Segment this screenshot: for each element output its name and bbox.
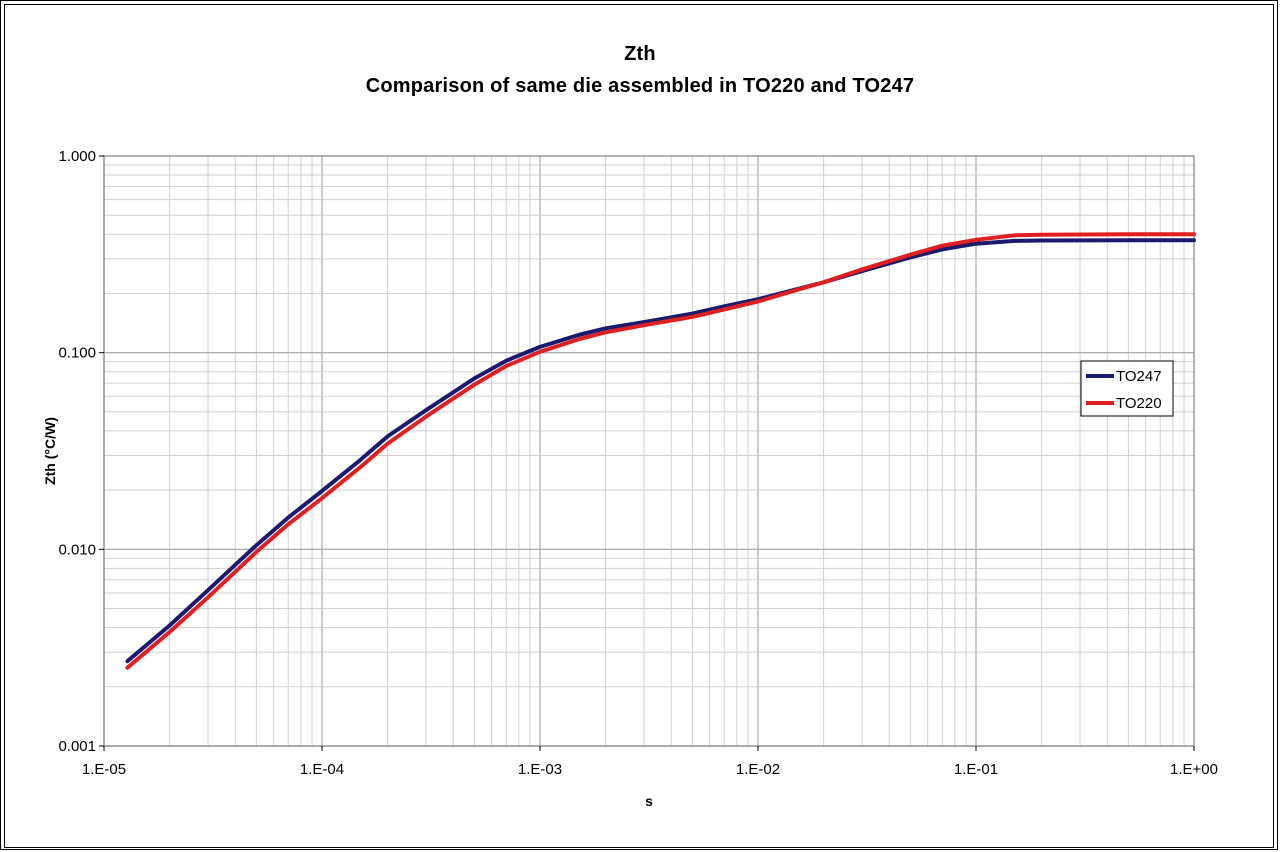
chart-subtitle: Comparison of same die assembled in TO22… bbox=[365, 75, 915, 97]
legend-label-to220: TO220 bbox=[1116, 395, 1162, 412]
series-layer bbox=[125, 232, 1196, 670]
series-line-to220 bbox=[125, 232, 1196, 670]
legend-box bbox=[1080, 360, 1174, 417]
y-tick-label: 0.010 bbox=[58, 541, 96, 558]
chart-frame-inner bbox=[4, 4, 1274, 848]
axis-ticks: 1.E-05 1.E-04 1.E-03 1.E-02 1.E-01 1.E+00 0.00… bbox=[58, 148, 1218, 778]
grid bbox=[103, 156, 1194, 747]
chart-title: Zth bbox=[624, 43, 656, 65]
plot-area-border bbox=[103, 155, 1195, 747]
y-tick-label: 0.100 bbox=[58, 345, 96, 362]
y-tick-label: 1.000 bbox=[58, 148, 96, 165]
series-line-to247 bbox=[125, 238, 1196, 664]
x-axis-label: s bbox=[645, 793, 653, 809]
x-tick-label: 1.E+00 bbox=[1170, 761, 1218, 778]
x-tick-label: 1.E-02 bbox=[736, 761, 780, 778]
x-tick-label: 1.E-05 bbox=[82, 761, 126, 778]
x-tick-label: 1.E-03 bbox=[518, 761, 562, 778]
legend-label-to247: TO247 bbox=[1116, 368, 1162, 385]
y-axis-label: Zth (°C/W) bbox=[42, 417, 58, 485]
x-tick-label: 1.E-04 bbox=[300, 761, 344, 778]
legend: TO247 TO220 bbox=[1080, 360, 1174, 417]
y-tick-label: 0.001 bbox=[58, 738, 96, 755]
x-tick-label: 1.E-01 bbox=[954, 761, 998, 778]
